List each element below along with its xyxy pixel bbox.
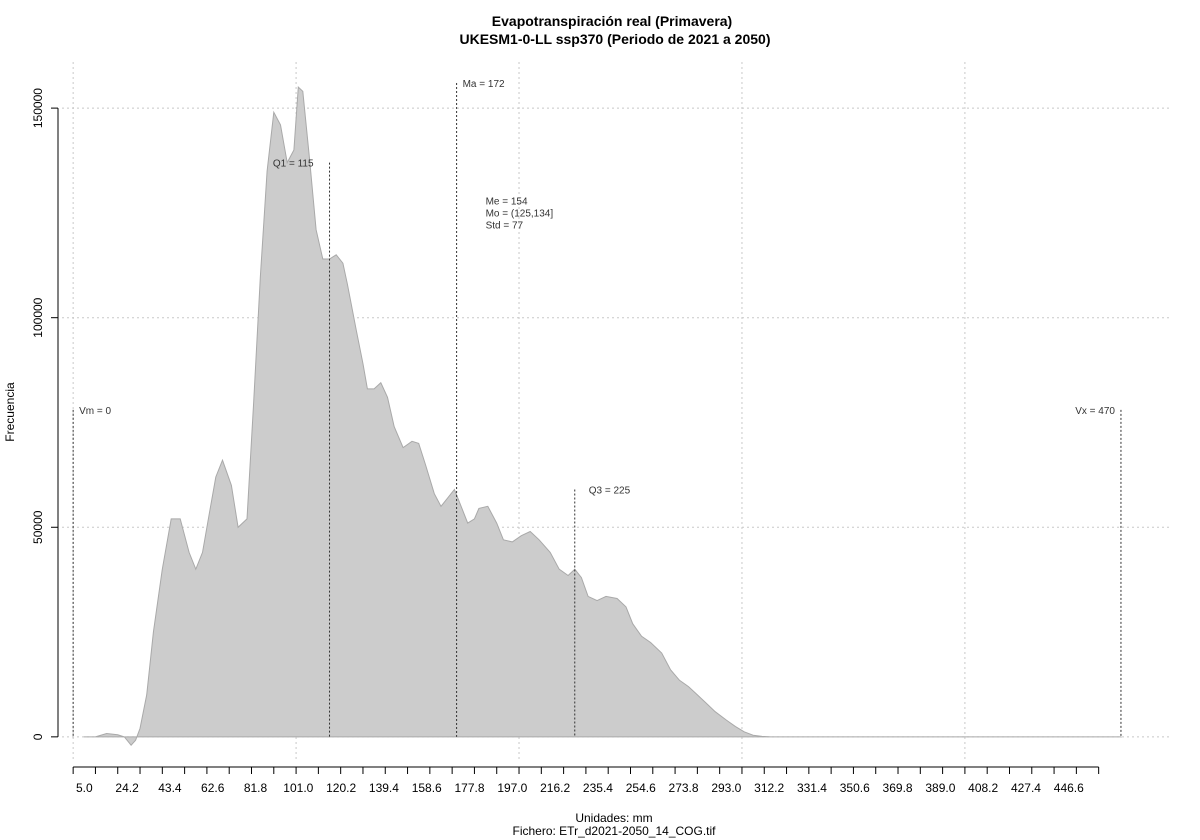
x-tick-label: 43.4 [158, 781, 182, 795]
x-tick-label: 62.6 [201, 781, 225, 795]
x-tick-label: 216.2 [540, 781, 570, 795]
y-tick-label: 50000 [31, 510, 45, 544]
y-tick-label: 150000 [31, 88, 45, 128]
chart-title: Evapotranspiración real (Primavera) [492, 13, 732, 29]
x-tick-label: 197.0 [497, 781, 527, 795]
x-tick-label: 24.2 [115, 781, 139, 795]
axes: 5.0 24.2 43.4 62.6 81.8 101.0 120.2 139.4 158.6 1… [31, 88, 1100, 795]
x-tick-label: 369.8 [883, 781, 913, 795]
x-tick-label: 389.0 [925, 781, 955, 795]
density-area [83, 86, 1123, 746]
stats-label: Mo = (125,134] [486, 208, 554, 219]
density-series [83, 86, 1123, 746]
q1-label: Q1 = 115 [273, 159, 314, 170]
y-tick-label: 0 [31, 733, 45, 740]
x-tick-label: 293.0 [711, 781, 741, 795]
vx-label: Vx = 470 [1075, 406, 1115, 417]
q3-label: Q3 = 225 [589, 486, 631, 497]
y-tick-label: 100000 [31, 297, 45, 337]
x-tick-label: 120.2 [326, 781, 356, 795]
x-tick-label: 235.4 [583, 781, 613, 795]
y-axis-label: Frecuencia [3, 382, 17, 442]
x-tick-label: 254.6 [626, 781, 656, 795]
ma-label: Ma = 172 [463, 79, 505, 90]
x-tick-label: 446.6 [1054, 781, 1084, 795]
x-tick-label: 177.8 [455, 781, 485, 795]
x-tick-label: 158.6 [412, 781, 442, 795]
stats-label: Std = 77 [486, 220, 524, 231]
x-tick-label: 408.2 [968, 781, 998, 795]
x-tick-label: 81.8 [244, 781, 268, 795]
x-tick-label: 427.4 [1011, 781, 1041, 795]
statistic-lines [72, 82, 1122, 737]
x-tick-label: 350.6 [840, 781, 870, 795]
x-tick-label: 312.2 [754, 781, 784, 795]
x-tick-label: 331.4 [797, 781, 827, 795]
x-tick-label: 101.0 [283, 781, 313, 795]
stats-label: Me = 154 [486, 196, 528, 207]
x-axis-label: Unidades: mm [575, 811, 652, 825]
x-tick-label: 5.0 [76, 781, 93, 795]
x-axis-label-file: Fichero: ETr_d2021-2050_14_COG.tif [513, 824, 717, 838]
annotations: Vm = 0 Q1 = 115 Ma = 172 Q3 = 225 Vx = 470 Me… [79, 79, 1115, 497]
vm-label: Vm = 0 [79, 406, 111, 417]
x-tick-label: 273.8 [669, 781, 699, 795]
x-tick-label: 139.4 [369, 781, 399, 795]
chart-subtitle: UKESM1-0-LL ssp370 (Periodo de 2021 a 20… [460, 31, 771, 47]
